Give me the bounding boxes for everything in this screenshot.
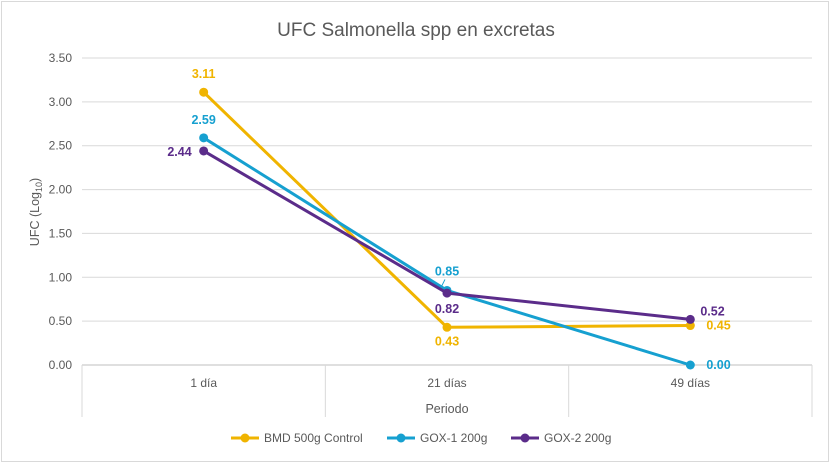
x-axis-ticks: 1 día 21 días 49 días [81, 365, 813, 417]
data-point [442, 288, 452, 298]
y-tick-label: 1.50 [49, 226, 73, 240]
data-label: 0.52 [700, 304, 724, 318]
data-label: 3.11 [192, 67, 216, 81]
y-tick-label: 0.50 [49, 314, 73, 328]
leader-line [440, 279, 446, 288]
x-tick-label: 21 días [427, 376, 466, 390]
chart-title: UFC Salmonella spp en excretas [277, 20, 555, 41]
data-label: 0.82 [435, 302, 459, 316]
y-tick-label: 1.00 [49, 270, 73, 284]
legend-marker [520, 433, 530, 443]
y-tick-label: 2.00 [49, 183, 73, 197]
legend-label: BMD 500g Control [264, 431, 363, 445]
y-tick-label: 2.50 [49, 139, 73, 153]
y-axis-ticks: 0.00 0.50 1.00 1.50 2.00 2.50 3.00 3.50 [49, 51, 73, 372]
data-point [442, 322, 452, 332]
y-tick-label: 3.00 [49, 95, 73, 109]
series-3: 2.44 0.82 0.52 [167, 145, 725, 324]
legend-label: GOX-2 200g [544, 431, 611, 445]
x-tick-label: 1 día [190, 376, 217, 390]
data-point [199, 133, 209, 143]
data-point [199, 87, 209, 97]
y-tick-label: 0.00 [49, 358, 73, 372]
legend-marker [396, 433, 406, 443]
y-axis-label: UFC (Log10) [28, 178, 44, 246]
gridlines [82, 57, 812, 366]
series-group: 3.11 0.43 0.45 2.59 0.85 0.00 2.44 0.82 0.52 [167, 67, 730, 372]
data-label: 0.00 [706, 358, 730, 372]
x-tick-label: 49 días [671, 376, 710, 390]
y-axis-label-sub: 10 [34, 182, 44, 192]
data-point [199, 146, 209, 156]
series-2: 2.59 0.85 0.00 [191, 113, 730, 372]
data-label: 2.59 [191, 113, 215, 127]
y-tick-label: 3.50 [49, 51, 73, 65]
data-label: 0.43 [435, 334, 459, 348]
y-axis-label-main: UFC (Log [28, 192, 42, 246]
series-1: 3.11 0.43 0.45 [192, 67, 731, 348]
legend-label: GOX-1 200g [420, 431, 487, 445]
legend-item: GOX-2 200g [511, 431, 611, 445]
data-label: 0.85 [435, 264, 459, 278]
legend-item: GOX-1 200g [387, 431, 487, 445]
data-point [685, 314, 695, 324]
legend: BMD 500g Control GOX-1 200g GOX-2 200g [231, 431, 611, 445]
legend-item: BMD 500g Control [231, 431, 363, 445]
data-point [685, 360, 695, 370]
x-axis-label: Periodo [425, 402, 468, 416]
data-label: 2.44 [167, 145, 191, 159]
y-axis-label-close: ) [28, 178, 42, 182]
data-label: 0.45 [706, 319, 730, 333]
legend-marker [240, 433, 250, 443]
